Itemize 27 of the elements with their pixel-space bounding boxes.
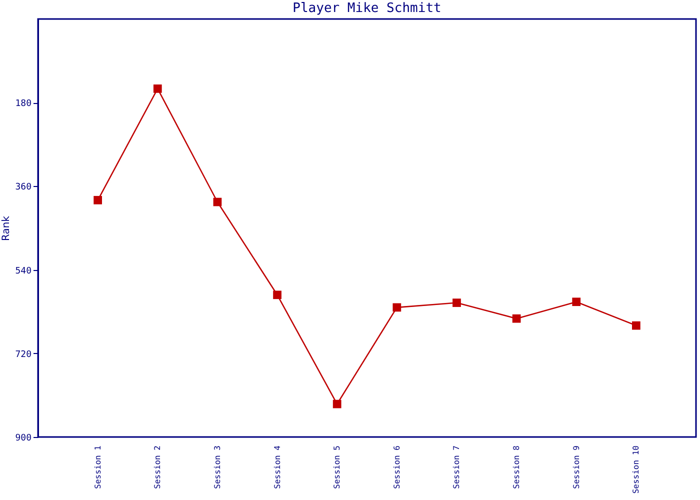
x-tick-label: Session 1 [93,445,102,489]
point [273,290,282,300]
point [512,314,521,323]
x-tick-label: Session 9 [572,445,581,489]
point [213,198,222,206]
y-axis-title: Rank [1,216,12,241]
x-tick-label: Session 8 [512,445,522,489]
point [332,400,342,408]
x-tick-label: Session 5 [332,445,342,489]
y-tick-label: 360 [15,182,32,193]
y-tick-label: 180 [15,99,32,110]
x-tick-label: Session 4 [272,445,282,489]
y-tick-label: 720 [15,350,32,360]
x-tick-label: Session 6 [392,445,402,489]
y-tick-label: 540 [15,266,32,276]
x-tick-label: Session 2 [153,445,162,489]
point [94,196,102,204]
x-tick-label: Session 3 [212,445,222,489]
point [572,298,581,306]
x-tick-label: Session 10 [632,445,641,494]
point [392,303,402,312]
chart-title: Player Mike Schmitt [292,1,442,16]
x-tick-label: Session 7 [452,445,462,489]
point [632,321,640,330]
point [452,298,461,307]
point [153,84,162,93]
y-tick-label: 900 [15,434,32,444]
